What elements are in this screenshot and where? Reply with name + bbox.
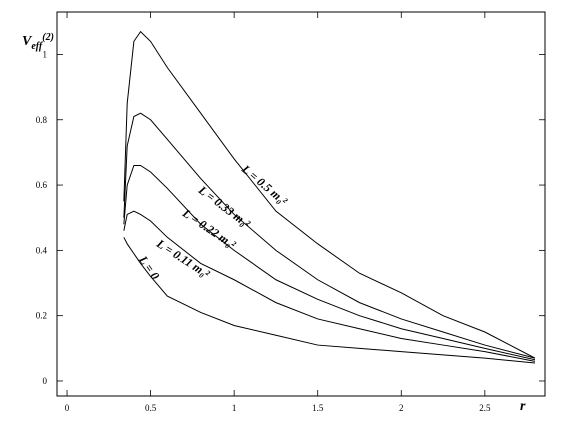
curve-label: L = 0.5 m₀² xyxy=(238,161,290,208)
x-tick-label: 1.5 xyxy=(312,403,324,413)
y-axis-label: Veff(2) xyxy=(22,32,54,52)
y-label-sup: (2) xyxy=(42,32,54,43)
y-label-main: V xyxy=(22,34,33,49)
x-tick-label: 0 xyxy=(65,403,70,413)
y-tick-label: 1 xyxy=(43,49,48,59)
y-tick-label: 0.2 xyxy=(36,311,47,321)
x-axis-label: r xyxy=(520,399,526,414)
y-tick-label: 0 xyxy=(43,376,48,386)
curve xyxy=(123,237,536,364)
curve xyxy=(123,164,536,361)
curve xyxy=(123,210,536,362)
curve-label: L = 0 xyxy=(136,252,163,282)
y-label-sub: eff xyxy=(31,41,44,52)
frame xyxy=(56,11,546,397)
y-tick-label: 0.4 xyxy=(36,245,48,255)
curve xyxy=(123,30,536,359)
curve xyxy=(123,112,536,359)
x-tick-label: 0.5 xyxy=(145,403,157,413)
x-tick-label: 2.5 xyxy=(479,403,491,413)
y-tick-label: 0.6 xyxy=(36,180,48,190)
x-tick-label: 1 xyxy=(232,403,237,413)
x-tick-label: 2 xyxy=(399,403,404,413)
y-tick-label: 0.8 xyxy=(36,115,48,125)
